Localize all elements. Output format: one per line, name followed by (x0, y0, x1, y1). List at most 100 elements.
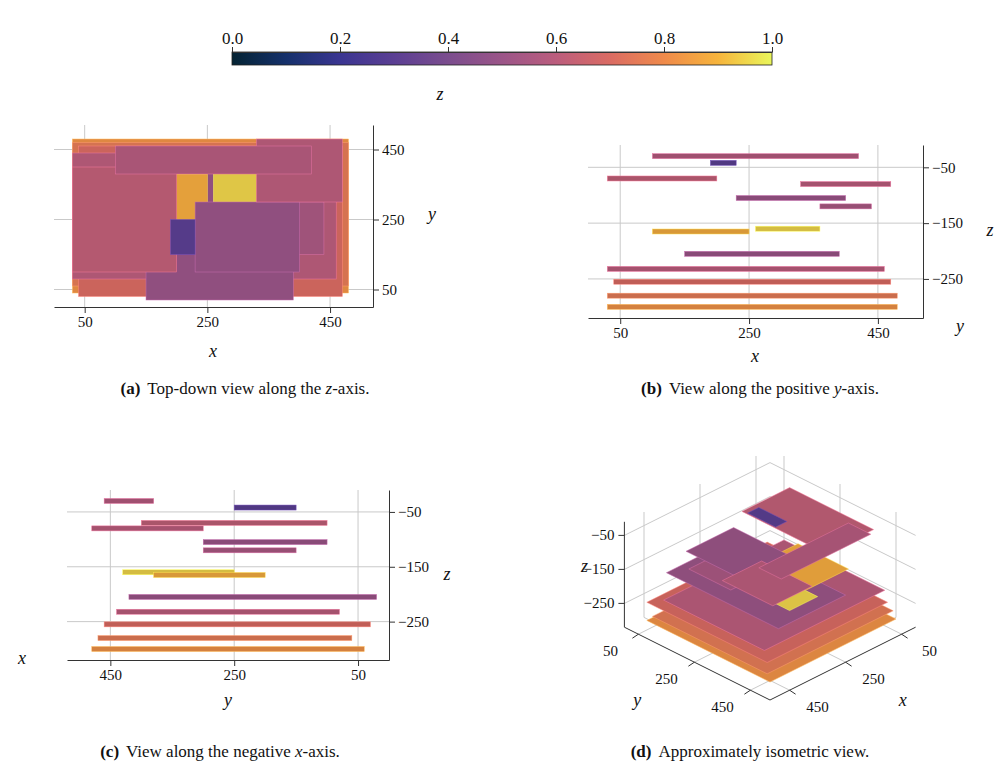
axis-title: z (442, 564, 450, 584)
tick-label: 250 (223, 667, 246, 683)
axis-title: x (750, 346, 759, 366)
grid-line (624, 463, 770, 536)
surface (154, 573, 265, 578)
surface (117, 609, 340, 614)
caption-part: -axis. (332, 379, 369, 398)
axis-line (233, 52, 773, 53)
surface (98, 636, 352, 641)
tick: −150 (923, 215, 963, 231)
tick-label: −150 (583, 561, 614, 577)
tick-label: −150 (932, 215, 963, 231)
tick-label: 450 (806, 699, 829, 715)
grid-line (877, 145, 878, 318)
tick: 450 (100, 660, 123, 683)
surface (607, 266, 884, 271)
caption-part: y (832, 379, 842, 398)
tick: −250 (923, 271, 963, 287)
surface (820, 204, 872, 209)
caption-text: Top-down view along the z-axis. (147, 379, 369, 398)
tick-mark (330, 307, 331, 313)
tick-mark (389, 622, 395, 623)
caption: (d) Approximately isometric view. (631, 742, 870, 761)
surface (759, 523, 871, 579)
tick-label: −150 (398, 559, 429, 575)
axis-title: y (954, 316, 964, 336)
tick-label: 0.8 (654, 29, 675, 48)
tick-label: −50 (398, 504, 421, 520)
tick-label: 50 (382, 282, 397, 298)
tick: 0.0 (222, 29, 243, 52)
tick: 450 (373, 142, 405, 158)
surfaces (647, 488, 896, 682)
caption: (a)Top-down view along the z-axis. (121, 379, 370, 398)
tick-label: 250 (382, 212, 405, 228)
caption-part: Top-down view along the (147, 379, 325, 398)
surface (736, 196, 846, 201)
grid (67, 490, 389, 660)
axis: 50 250 450 (373, 126, 405, 308)
tick-label: 450 (867, 325, 890, 341)
tick-label: 450 (711, 699, 734, 715)
axis-title: y (631, 690, 641, 710)
tick-label: 250 (197, 314, 220, 330)
surface (195, 202, 299, 272)
tick-mark (790, 690, 796, 694)
grid-line (588, 223, 923, 224)
caption: (c)View along the negative x-axis. (100, 742, 340, 761)
tick: −150 (389, 559, 429, 575)
tick-mark (688, 662, 694, 666)
surface (203, 540, 327, 545)
axis: −250 −150 −50 (389, 491, 429, 661)
tick-label: 450 (319, 314, 342, 330)
caption-part: View along the negative (126, 742, 295, 761)
caption-part: -axis. (303, 742, 340, 761)
tick-mark (618, 569, 624, 570)
surface (129, 594, 377, 599)
caption-label: (d) (631, 742, 652, 761)
tick-mark (110, 660, 111, 666)
caption-part: Approximately isometric view. (658, 742, 869, 761)
axis-title: y (222, 690, 232, 710)
surface (104, 622, 370, 627)
tick-label: 450 (100, 667, 123, 683)
caption-part: View along the positive (669, 379, 834, 398)
tick-label: −50 (591, 527, 614, 543)
surface (171, 220, 196, 255)
tick-label: −250 (583, 595, 614, 611)
grid-line (67, 511, 389, 512)
surface (607, 293, 897, 298)
tick-mark (373, 150, 379, 151)
tick-label: −50 (932, 160, 955, 176)
tick-label: −250 (932, 271, 963, 287)
tick-label: −250 (398, 614, 429, 630)
axis-title: x (17, 648, 26, 668)
grid (624, 456, 915, 690)
axis-line (55, 307, 374, 308)
axis-title: z (985, 220, 993, 240)
tick: 50 (351, 660, 366, 683)
tick-label: 1.0 (762, 29, 783, 48)
axis-line (389, 491, 390, 661)
tick-label: 50 (603, 643, 618, 659)
colorbar (232, 52, 772, 65)
surface (92, 647, 364, 652)
axis-title: z (580, 556, 588, 576)
grid-line (896, 512, 897, 617)
tick-label: 50 (613, 325, 628, 341)
tick-label: 0.6 (546, 29, 567, 48)
grid (588, 145, 923, 318)
tick-label: 450 (382, 142, 405, 158)
caption-text: View along the positive y-axis. (669, 379, 879, 398)
surface (115, 146, 311, 174)
surface (652, 229, 749, 234)
axis: 50250450 (55, 307, 374, 330)
axis-line (68, 660, 390, 661)
surface (234, 505, 296, 510)
surface (92, 526, 203, 531)
tick-mark (632, 634, 638, 638)
tick-mark (373, 220, 379, 221)
tick-label: 0.2 (330, 29, 351, 48)
axis-line (624, 627, 770, 700)
tick-label: 250 (655, 671, 678, 687)
tick-mark (923, 223, 929, 224)
